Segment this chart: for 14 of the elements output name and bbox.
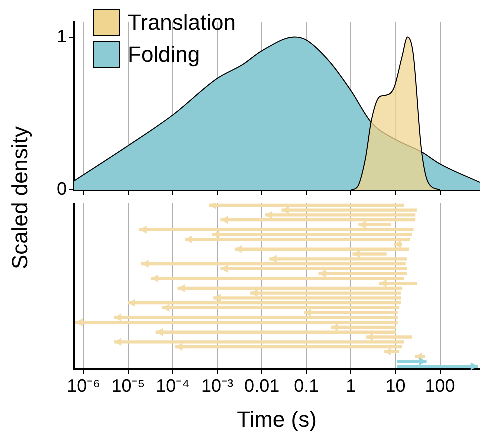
x-tick-label: 1 — [346, 376, 356, 396]
x-tick-label: 10⁻³ — [202, 376, 234, 396]
x-tick-label: 10⁻⁴ — [156, 376, 190, 396]
legend-label: Folding — [128, 42, 200, 68]
x-tick-label: 10 — [386, 376, 406, 396]
x-axis-title: Time (s) — [237, 406, 317, 432]
x-tick-label: 0.01 — [244, 376, 280, 396]
x-tick-label: 100 — [425, 376, 456, 396]
y-tick-label: 0 — [56, 179, 67, 200]
legend-label: Translation — [128, 10, 236, 36]
y-axis-title: Scaled density — [8, 126, 34, 270]
x-tick-label: 10⁻⁶ — [67, 376, 101, 396]
x-tick-label: 0.1 — [294, 376, 320, 396]
x-tick-label: 10⁻⁵ — [112, 376, 146, 396]
